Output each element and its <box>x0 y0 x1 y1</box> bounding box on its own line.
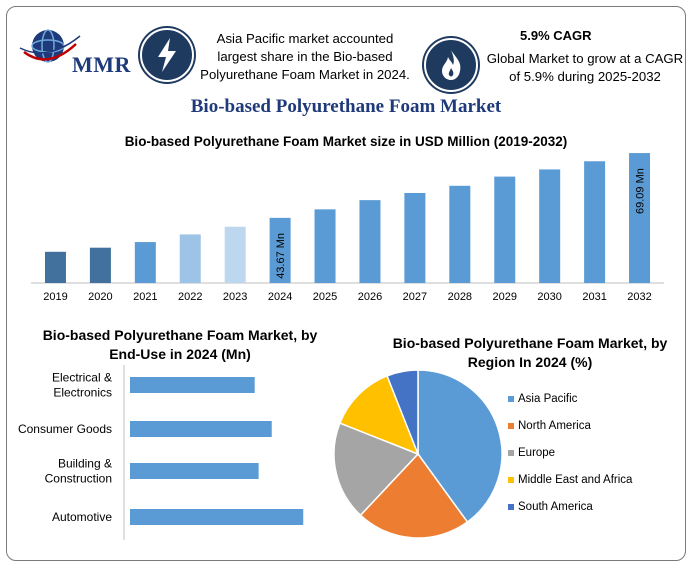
bar-2023 <box>224 226 246 283</box>
x-tick-label: 2021 <box>133 291 157 303</box>
bar-2027 <box>404 192 426 283</box>
bar-2021 <box>134 242 156 283</box>
x-tick-label: 2028 <box>448 291 472 303</box>
legend-swatch <box>508 396 514 402</box>
category-label: Construction <box>45 472 112 486</box>
end-use-bar <box>130 463 259 479</box>
pie-slice <box>359 452 469 539</box>
legend-swatch <box>508 504 514 510</box>
bar-2028 <box>449 185 471 283</box>
bar-2029 <box>494 176 516 283</box>
bar-value-label: 43.67 Mn <box>275 233 287 279</box>
bar-2026 <box>359 200 381 283</box>
x-tick-label: 2027 <box>403 291 427 303</box>
lightning-bolt-icon <box>140 28 194 82</box>
category-label: Consumer Goods <box>18 422 112 436</box>
logo-text: MMR <box>72 52 131 77</box>
bar-value-label: 69.09 Mn <box>635 168 647 214</box>
bar-2024 <box>269 217 291 283</box>
bar-2031 <box>584 161 606 283</box>
end-use-bar <box>130 509 304 525</box>
cagr-info-text: Global Market to grow at a CAGR of 5.9% … <box>486 51 684 84</box>
legend-label: Europe <box>518 447 555 459</box>
x-tick-label: 2025 <box>313 291 337 303</box>
bar-2032 <box>629 153 651 283</box>
x-tick-label: 2024 <box>268 291 292 303</box>
bar-2019 <box>44 251 66 283</box>
market-size-chart-title: Bio-based Polyurethane Foam Market size … <box>124 134 568 149</box>
end-use-chart-title: Bio-based Polyurethane Foam Market, by E… <box>42 327 318 362</box>
region-pie-chart: Asia Pacific North America Europe Middle Ea… <box>333 369 633 539</box>
x-tick-label: 2029 <box>493 291 517 303</box>
legend-label: North America <box>518 420 591 432</box>
x-tick-label: 2023 <box>223 291 247 303</box>
legend-label: Middle East and Africa <box>518 474 633 486</box>
x-tick-label: 2020 <box>88 291 112 303</box>
flame-badge <box>422 36 480 94</box>
legend-swatch <box>508 450 514 456</box>
region-chart-title: Bio-based Polyurethane Foam Market, by R… <box>392 335 668 370</box>
category-label: Building & <box>58 457 112 471</box>
x-tick-label: 2026 <box>358 291 382 303</box>
lightning-bolt-badge <box>138 26 196 84</box>
pie-slice <box>386 369 419 455</box>
category-label: Automotive <box>52 510 112 524</box>
x-tick-label: 2030 <box>537 291 561 303</box>
x-tick-label: 2031 <box>582 291 606 303</box>
cagr-title: 5.9% CAGR <box>520 28 592 43</box>
legend-label: South America <box>518 501 593 513</box>
x-tick-label: 2032 <box>627 291 651 303</box>
legend-swatch <box>508 477 514 483</box>
end-use-bar-chart: Electrical &Electronics Consumer Goods Bui… <box>18 365 304 540</box>
legend-swatch <box>508 423 514 429</box>
bar-2030 <box>539 169 561 283</box>
flame-icon <box>424 38 478 92</box>
globe-logo-icon <box>19 29 81 63</box>
category-label: Electronics <box>53 386 112 400</box>
main-title: Bio-based Polyurethane Foam Market <box>190 96 502 117</box>
bar-2025 <box>314 209 336 283</box>
category-label: Electrical & <box>52 371 112 385</box>
x-tick-label: 2022 <box>178 291 202 303</box>
market-size-bar-chart: 2019 2020 2021 2022 2023 2024 43.67 Mn 2025 2026… <box>31 153 664 303</box>
end-use-bar <box>130 421 272 437</box>
asia-pacific-info-text: Asia Pacific market accounted largest sh… <box>200 31 410 82</box>
pie-slice <box>338 374 420 456</box>
bar-2022 <box>179 234 201 283</box>
bar-2020 <box>89 247 111 283</box>
x-tick-label: 2019 <box>43 291 67 303</box>
legend-label: Asia Pacific <box>518 393 578 405</box>
pie-slice <box>417 369 503 524</box>
end-use-bar <box>130 377 255 393</box>
